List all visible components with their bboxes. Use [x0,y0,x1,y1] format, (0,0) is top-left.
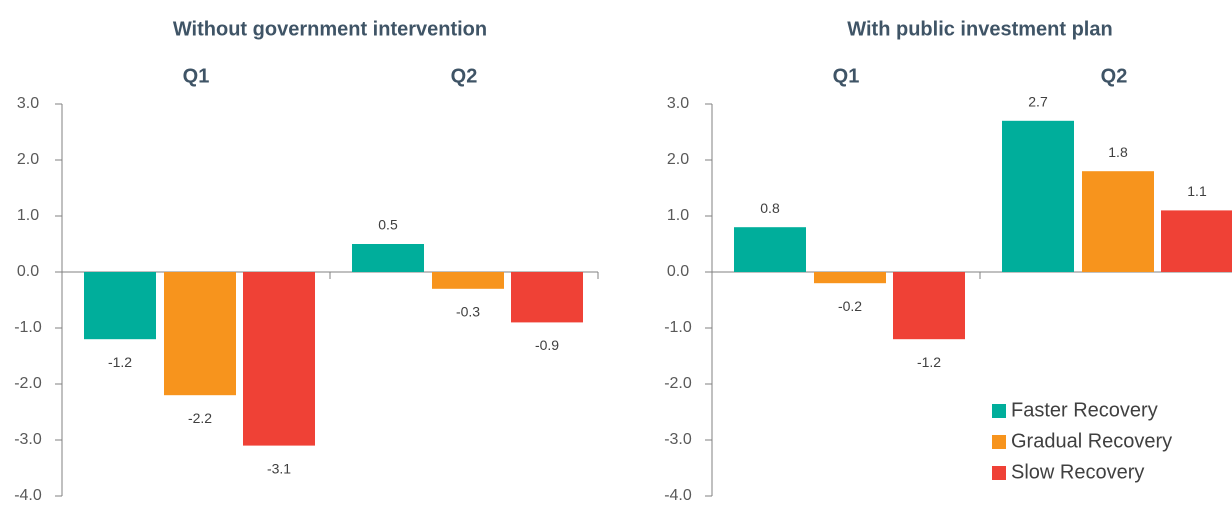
data-label: 2.7 [1028,94,1048,110]
legend-label: Gradual Recovery [1011,430,1172,452]
bar [734,227,806,272]
bar [164,272,236,396]
data-label: 1.1 [1187,183,1207,199]
data-label: -3.1 [267,460,291,476]
bar [432,272,504,289]
chart-title: Without government intervention [173,18,487,40]
category-label: Q1 [183,65,210,87]
y-tick-label: -2.0 [664,375,692,392]
bar [1082,171,1154,272]
bar [893,272,965,340]
data-label: -0.3 [456,304,480,320]
data-label: -1.2 [108,354,132,370]
data-label: -0.2 [838,298,862,314]
legend-swatch [992,466,1006,480]
y-tick-label: 0.0 [667,263,689,280]
bar [243,272,315,446]
y-tick-label: -1.0 [14,319,42,336]
legend-label: Faster Recovery [1011,399,1158,421]
data-label: 1.8 [1108,144,1128,160]
data-label: -2.2 [188,410,212,426]
category-label: Q2 [451,65,478,87]
chart-title: With public investment plan [847,18,1112,40]
category-label: Q1 [833,65,860,87]
y-tick-label: -4.0 [664,487,692,504]
y-tick-label: 2.0 [17,151,39,168]
y-tick-label: 1.0 [17,207,39,224]
bar [84,272,156,340]
y-tick-label: -3.0 [664,431,692,448]
y-tick-label: 1.0 [667,207,689,224]
y-tick-label: 0.0 [17,263,39,280]
y-tick-label: -2.0 [14,375,42,392]
y-tick-label: 3.0 [667,95,689,112]
bar [511,272,583,323]
bar [1002,120,1074,272]
category-label: Q2 [1101,65,1128,87]
data-label: -0.9 [535,337,559,353]
data-label: -1.2 [917,354,941,370]
legend-swatch [992,404,1006,418]
data-label: 0.5 [378,217,398,233]
y-tick-label: -3.0 [14,431,42,448]
y-tick-label: -4.0 [14,487,42,504]
y-tick-label: 2.0 [667,151,689,168]
legend-label: Slow Recovery [1011,461,1144,483]
y-tick-label: -1.0 [664,319,692,336]
legend-swatch [992,435,1006,449]
data-label: 0.8 [760,200,780,216]
bar [814,272,886,284]
bar [352,244,424,272]
bar [1161,210,1232,272]
y-tick-label: 3.0 [17,95,39,112]
